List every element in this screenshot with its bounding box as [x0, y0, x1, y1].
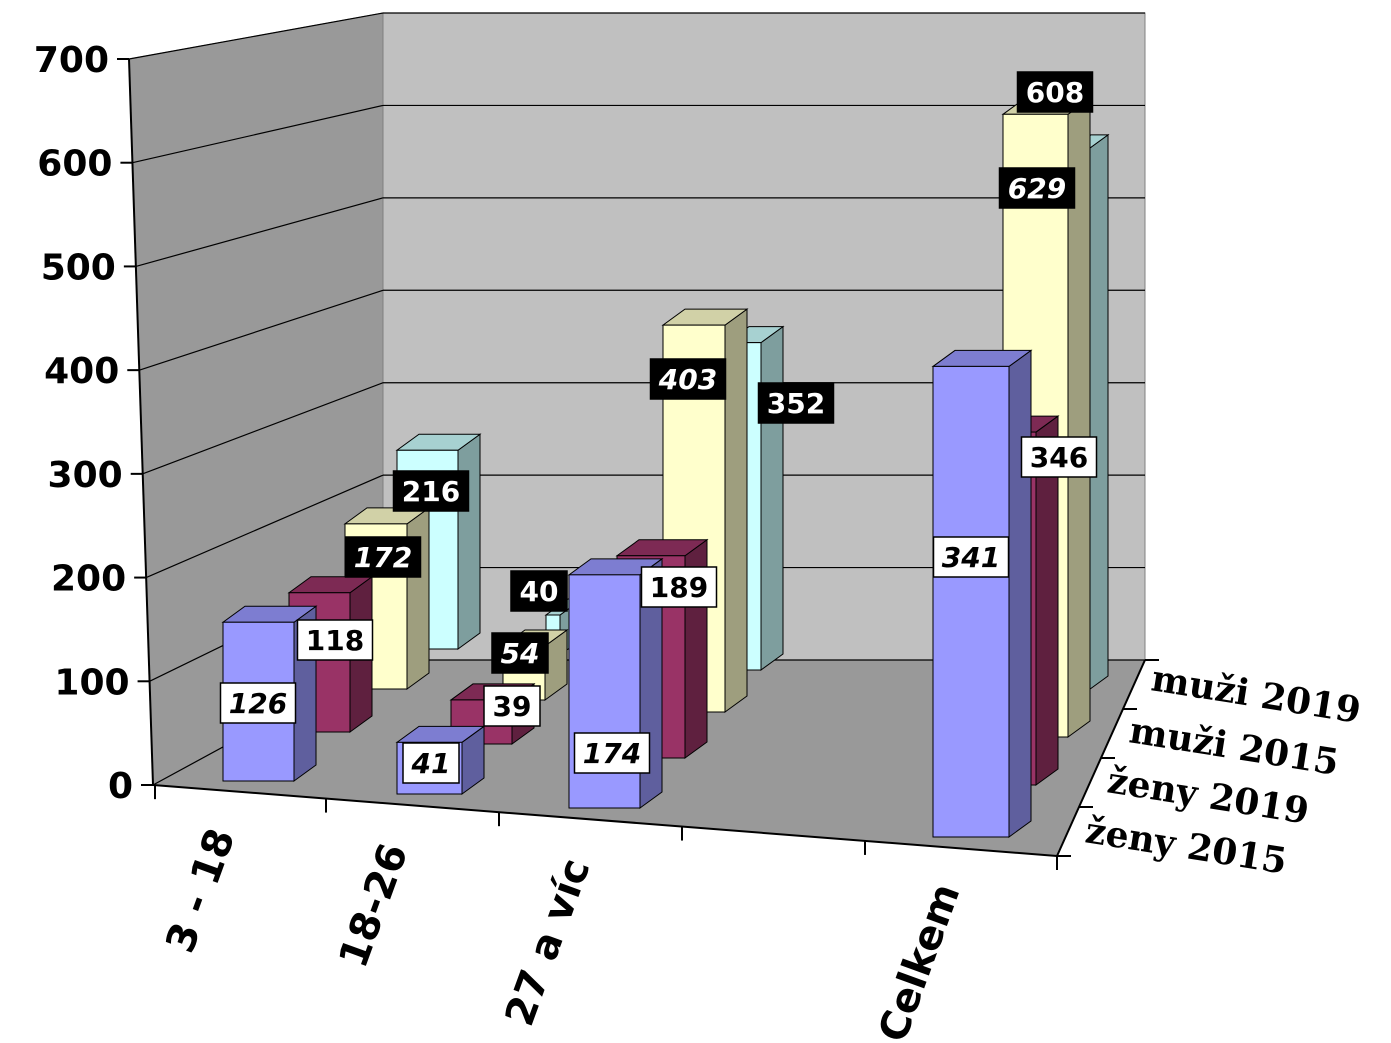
- y-tick-label: 300: [48, 455, 123, 496]
- data-labels: 126 41 174 341 118 39 189 346 172 54 403 629 216 40 35…: [219, 71, 1098, 784]
- bars: [221, 97, 1110, 838]
- data-label-text: 40: [520, 575, 559, 608]
- category-label: 27 a víc: [497, 853, 600, 1032]
- y-tick-label: 0: [108, 766, 133, 807]
- data-label-text: 118: [306, 624, 364, 657]
- data-label-box: [392, 470, 470, 512]
- data-label-box: [510, 570, 568, 612]
- y-tick-label: 100: [54, 662, 129, 703]
- bar-side: [457, 433, 481, 650]
- data-label-box: [649, 358, 727, 400]
- x-axis-line: [152, 784, 1058, 857]
- gridline-left: [139, 289, 384, 371]
- category-labels: 3 - 18 18-26 27 a víc Celkem: [157, 823, 969, 1043]
- y-axis-ticks: 0 100 200 300 400 500 600 700: [34, 40, 1159, 870]
- data-label-box: [573, 732, 651, 774]
- bar-side: [1008, 349, 1032, 838]
- gridline-left: [142, 382, 384, 475]
- data-label-box: [219, 682, 297, 724]
- gridline-left: [135, 197, 384, 268]
- data-label-box: [998, 167, 1076, 209]
- y-tick-label: 400: [44, 351, 119, 392]
- data-label-text: 341: [942, 541, 1000, 574]
- data-label-text: 54: [501, 637, 540, 670]
- data-label-text: 39: [493, 690, 532, 723]
- data-label: 118: [296, 619, 374, 661]
- data-label: 172: [344, 536, 422, 578]
- data-label: 216: [392, 470, 470, 512]
- data-label-text: 403: [658, 363, 717, 396]
- data-label-box: [1016, 71, 1094, 113]
- data-label-box: [640, 566, 718, 608]
- data-label-box: [932, 536, 1010, 578]
- data-label: 41: [402, 742, 460, 784]
- data-label: 403: [649, 358, 727, 400]
- data-label-text: 174: [583, 737, 641, 770]
- y-tick-label: 600: [37, 144, 112, 185]
- bar-side: [406, 506, 430, 690]
- data-label-text: 346: [1030, 441, 1088, 474]
- data-label-box: [296, 619, 374, 661]
- data-label: 189: [640, 566, 718, 608]
- data-label: 341: [932, 536, 1010, 578]
- data-label-box: [757, 382, 835, 424]
- bar-front: [932, 365, 1010, 838]
- data-label: 346: [1020, 436, 1098, 478]
- data-label-box: [491, 632, 549, 674]
- bar-side: [760, 325, 784, 671]
- data-label-box: [483, 685, 541, 727]
- data-label-text: 41: [411, 747, 451, 780]
- y-tick-label: 500: [41, 247, 116, 288]
- category-label: Celkem: [870, 878, 969, 1043]
- y-tick-label: 200: [51, 559, 126, 600]
- data-label: 608: [1016, 71, 1094, 113]
- data-label-text: 189: [650, 571, 708, 604]
- gridline-left: [132, 104, 384, 164]
- data-label-text: 608: [1026, 76, 1084, 109]
- data-label-box: [402, 742, 460, 784]
- category-label: 18-26: [330, 838, 417, 974]
- category-label: 3 - 18: [157, 823, 244, 959]
- data-label-text: 216: [402, 475, 460, 508]
- data-label: 629: [998, 167, 1076, 209]
- data-label-text: 126: [229, 687, 287, 720]
- data-label-text: 629: [1008, 172, 1066, 205]
- data-label: 174: [573, 732, 651, 774]
- data-label-box: [344, 536, 422, 578]
- data-label: 352: [757, 382, 835, 424]
- gridline-left: [128, 12, 384, 60]
- data-label: 39: [483, 685, 541, 727]
- gridline-left: [145, 474, 384, 579]
- data-label-text: 172: [354, 541, 412, 574]
- data-label: 40: [510, 570, 568, 612]
- data-label: 126: [219, 682, 297, 724]
- y-axis-line: [128, 58, 154, 786]
- data-label: 54: [491, 632, 549, 674]
- bar-side: [724, 308, 748, 713]
- y-tick-label: 700: [34, 40, 109, 81]
- data-label-box: [1020, 436, 1098, 478]
- bar: [931, 349, 1033, 838]
- data-label-text: 352: [767, 387, 825, 420]
